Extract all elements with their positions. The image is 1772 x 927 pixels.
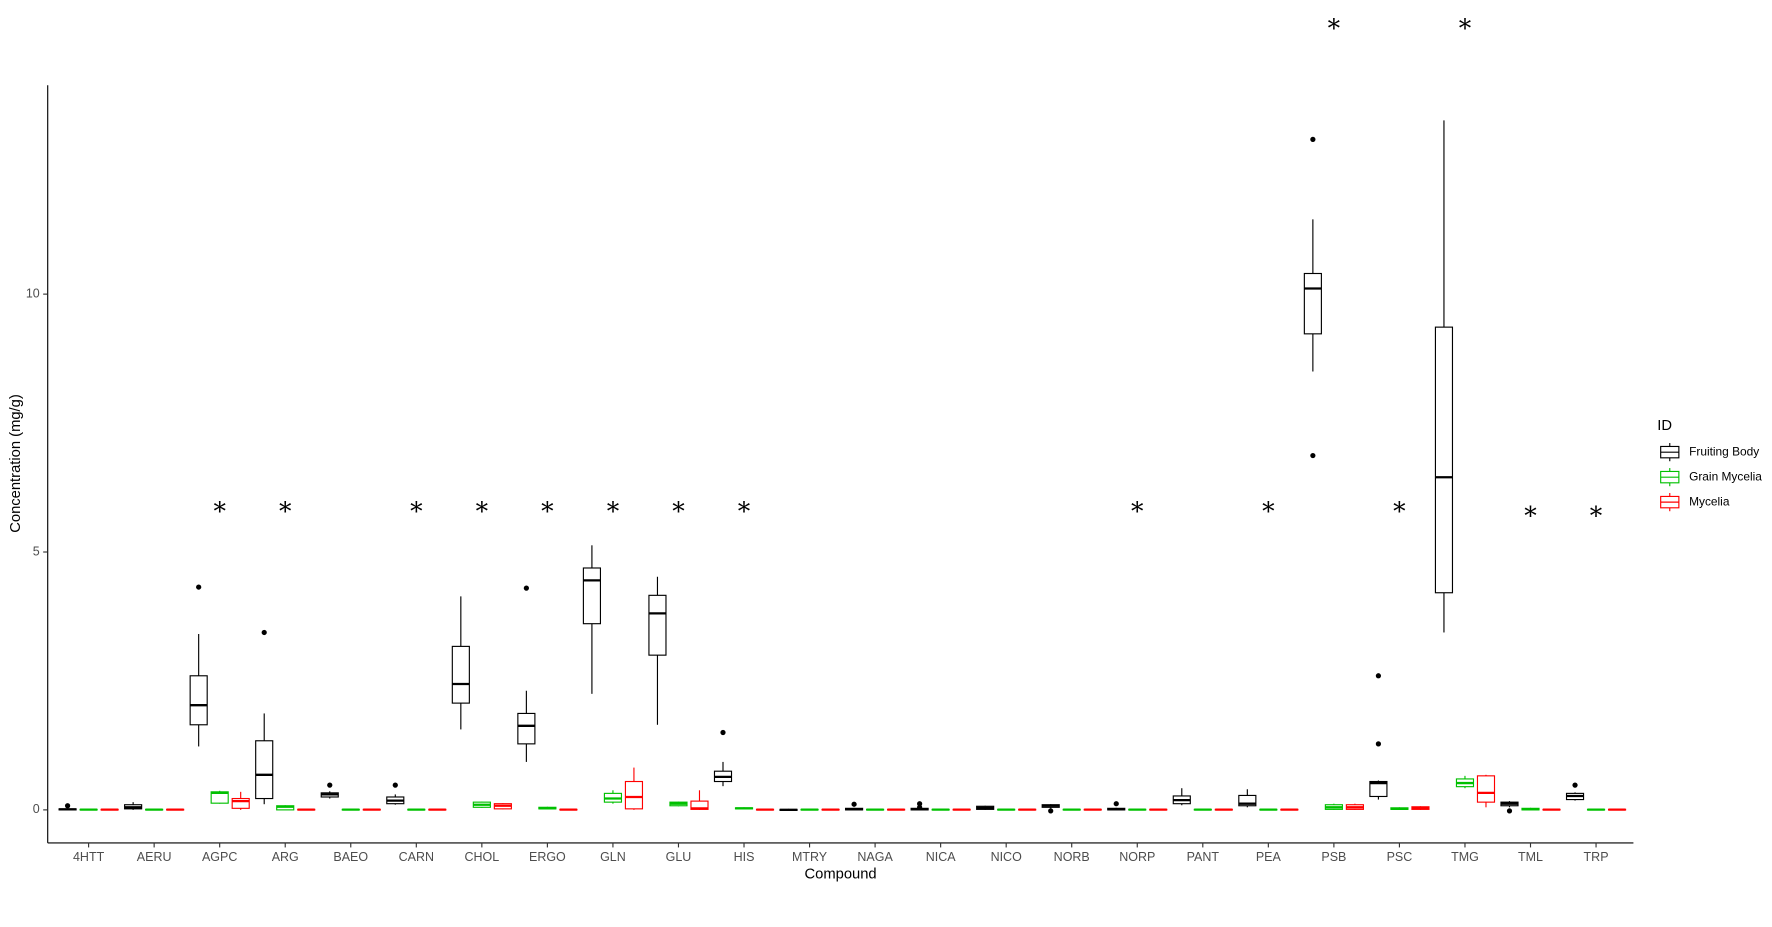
box (1476, 775, 1496, 803)
x-tick-label: GLN (600, 850, 626, 864)
x-tick-label: MTRY (792, 850, 828, 864)
box (451, 645, 470, 704)
significance-marker: * (1262, 497, 1275, 526)
y-tick-label: 5 (33, 544, 40, 558)
legend-title: ID (1657, 418, 1672, 434)
x-tick-label: NICA (926, 850, 957, 864)
outlier (64, 803, 71, 809)
legend-label: Fruiting Body (1689, 444, 1759, 458)
box (255, 740, 274, 800)
significance-marker: * (476, 497, 489, 526)
outlier (1113, 801, 1119, 807)
y-axis-label: Concentration (mg/g) (8, 394, 24, 533)
box (582, 567, 602, 625)
significance-marker: * (279, 497, 292, 526)
outlier (917, 801, 923, 807)
outlier (1310, 452, 1316, 459)
x-tick-label: HIS (734, 850, 755, 864)
x-tick-label: ARG (272, 850, 299, 864)
box (624, 780, 644, 810)
x-tick-label: BAEO (333, 850, 368, 864)
significance-marker: * (213, 497, 226, 526)
outlier (1375, 673, 1382, 679)
x-tick-label: PANT (1187, 850, 1220, 864)
x-tick-label: PEA (1256, 850, 1282, 864)
outlier (196, 584, 202, 590)
significance-marker: * (1393, 497, 1406, 526)
significance-marker: * (1131, 497, 1144, 526)
outlier (261, 629, 267, 636)
legend-label: Grain Mycelia (1689, 469, 1762, 483)
legend-label: Mycelia (1689, 494, 1730, 508)
significance-marker: * (1524, 501, 1537, 530)
outlier (392, 782, 398, 788)
box (1434, 326, 1454, 594)
x-tick-label: NICO (991, 850, 1023, 864)
significance-marker: * (541, 497, 554, 526)
box (1238, 794, 1257, 807)
x-tick-label: AGPC (202, 850, 237, 864)
y-tick-label: 10 (26, 286, 40, 300)
y-tick-label: 0 (33, 802, 40, 816)
outlier (1572, 782, 1578, 788)
x-tick-label: CHOL (465, 850, 500, 864)
x-tick-label: TMG (1451, 850, 1479, 864)
outlier (851, 801, 857, 807)
outlier (327, 782, 333, 788)
outlier (1506, 808, 1513, 814)
significance-marker: * (1459, 14, 1472, 43)
significance-marker: * (738, 497, 751, 526)
box (1369, 780, 1388, 798)
x-tick-label: GLU (666, 850, 692, 864)
x-tick-label: NAGA (857, 850, 893, 864)
box (1303, 272, 1322, 335)
box (231, 797, 250, 809)
significance-marker: * (410, 497, 423, 526)
outlier (1375, 741, 1382, 747)
x-tick-label: NORB (1054, 850, 1090, 864)
box (189, 675, 208, 726)
x-tick-label: CARN (399, 850, 434, 864)
significance-marker: * (672, 497, 685, 526)
outlier (720, 729, 726, 736)
significance-marker: * (607, 497, 620, 526)
outlier (1048, 808, 1054, 814)
outlier (1310, 136, 1316, 143)
x-tick-label: ERGO (529, 850, 566, 864)
outlier (917, 804, 923, 810)
significance-marker: * (1328, 14, 1341, 43)
significance-marker: * (1590, 501, 1603, 530)
x-tick-label: TRP (1584, 850, 1609, 864)
x-tick-label: TML (1518, 850, 1543, 864)
x-axis-label: Compound (804, 867, 876, 883)
box (648, 594, 667, 656)
x-tick-label: AERU (137, 850, 172, 864)
outlier (523, 585, 529, 591)
x-tick-label: 4HTT (73, 850, 105, 864)
x-tick-label: PSC (1387, 850, 1413, 864)
x-tick-label: NORP (1119, 850, 1155, 864)
x-tick-label: PSB (1321, 850, 1346, 864)
box (517, 712, 536, 745)
